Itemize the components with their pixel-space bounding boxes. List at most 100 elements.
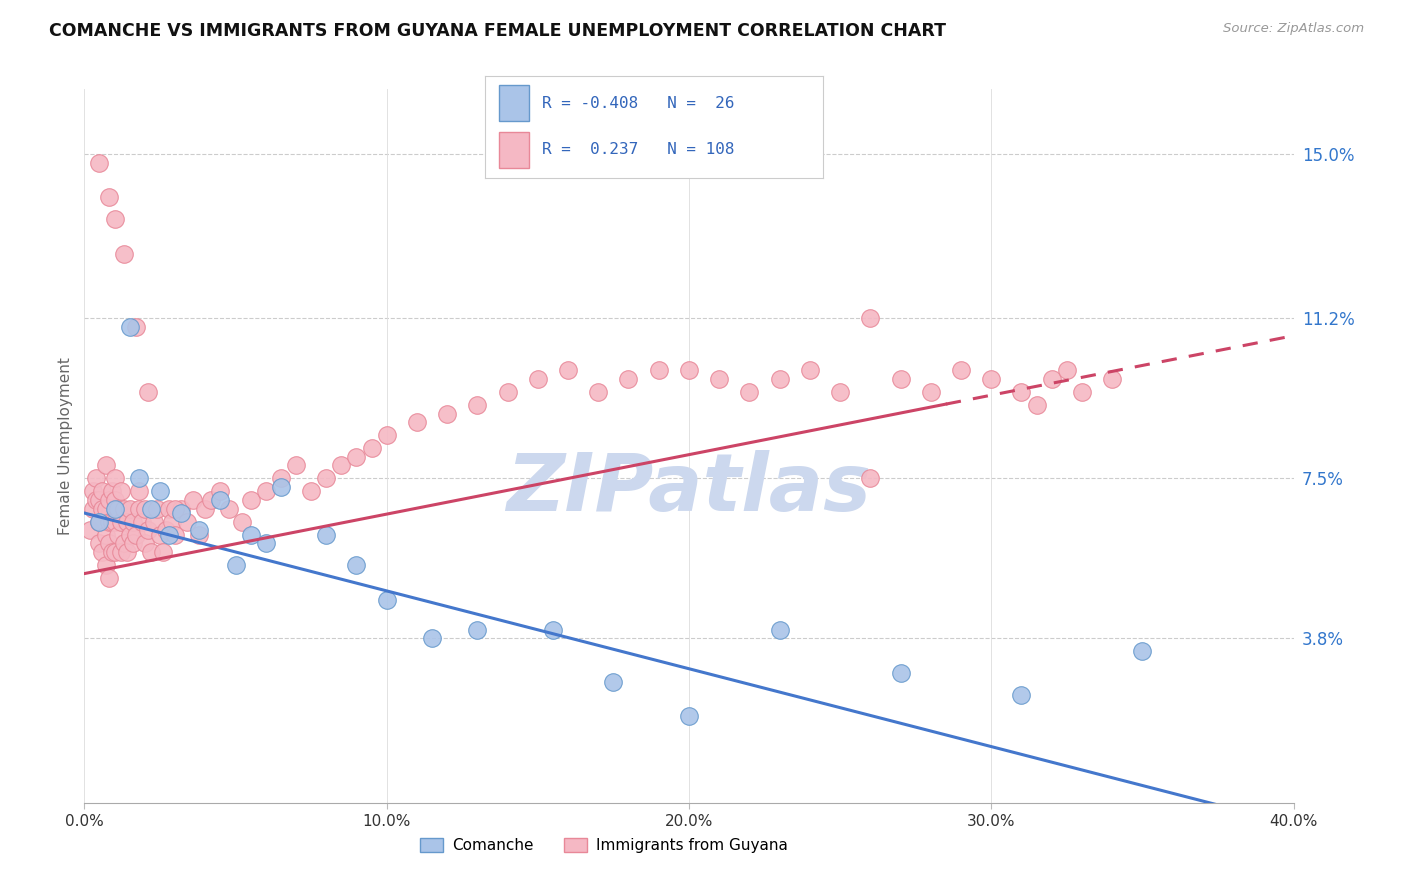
Point [97,571,120,585]
Point [346,558,368,572]
Point [1130,644,1153,658]
Point [118,501,141,516]
Point [107,527,129,541]
Point [920,384,942,399]
Point [152,545,174,559]
Text: R =  0.237   N = 108: R = 0.237 N = 108 [543,142,735,157]
Point [890,372,912,386]
Point [136,384,159,399]
Point [859,311,882,326]
Point [315,471,337,485]
Legend: Comanche, Immigrants from Guyana: Comanche, Immigrants from Guyana [415,831,794,859]
Point [121,536,143,550]
Point [360,441,382,455]
Point [1071,384,1094,399]
Point [950,363,973,377]
Point [125,320,148,334]
Point [467,398,489,412]
Point [97,190,120,204]
Point [89,515,111,529]
Point [170,501,193,516]
Point [436,407,458,421]
Point [231,515,253,529]
Text: R = -0.408   N =  26: R = -0.408 N = 26 [543,95,735,111]
Point [82,501,104,516]
Point [285,458,308,473]
Point [188,524,211,538]
Point [648,363,671,377]
Point [100,484,122,499]
Point [157,527,180,541]
Point [239,493,262,508]
Point [738,384,761,399]
Y-axis label: Female Unemployment: Female Unemployment [58,357,73,535]
Text: ZIPatlas: ZIPatlas [506,450,872,528]
Point [112,246,135,260]
Point [149,484,172,499]
Point [406,415,429,429]
Point [270,480,292,494]
Point [209,493,232,508]
Point [1011,688,1033,702]
Point [139,545,162,559]
Point [89,493,111,508]
Point [239,527,262,541]
Point [270,471,292,485]
Point [1056,363,1078,377]
Point [104,501,127,516]
Point [112,536,135,550]
Point [588,384,610,399]
Point [330,458,353,473]
Point [79,524,101,538]
Point [527,372,550,386]
Point [128,471,150,485]
Point [980,372,1002,386]
Point [82,484,104,499]
Point [315,527,337,541]
Point [375,428,398,442]
Point [678,363,700,377]
Point [1025,398,1047,412]
Point [496,384,519,399]
Point [254,536,277,550]
Point [678,709,700,723]
Text: Source: ZipAtlas.com: Source: ZipAtlas.com [1223,22,1364,36]
Point [799,363,821,377]
Point [188,527,211,541]
Point [346,450,368,464]
Point [89,536,111,550]
Point [165,501,187,516]
Point [104,493,127,508]
Point [181,493,204,508]
Point [170,506,193,520]
Text: COMANCHE VS IMMIGRANTS FROM GUYANA FEMALE UNEMPLOYMENT CORRELATION CHART: COMANCHE VS IMMIGRANTS FROM GUYANA FEMAL… [49,22,946,40]
Point [86,493,108,508]
Point [1040,372,1063,386]
Point [557,363,579,377]
Point [97,493,120,508]
Point [104,211,127,226]
Point [149,527,172,541]
Point [176,515,198,529]
Point [86,471,108,485]
Point [104,545,127,559]
Point [110,515,132,529]
Point [104,471,127,485]
Point [107,501,129,516]
Point [128,501,150,516]
Point [157,501,180,516]
Point [104,515,127,529]
Point [254,484,277,499]
Point [89,155,111,169]
Point [97,536,120,550]
Point [110,545,132,559]
Point [118,527,141,541]
Point [859,471,882,485]
Point [91,545,114,559]
Point [89,515,111,529]
Point [139,501,162,516]
Point [100,515,122,529]
Point [155,524,177,538]
Point [467,623,489,637]
Point [200,493,222,508]
